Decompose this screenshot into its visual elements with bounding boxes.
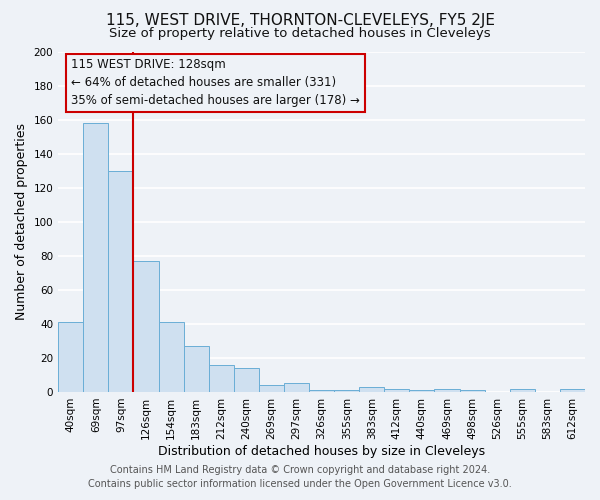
Bar — [158, 322, 184, 392]
Bar — [259, 385, 284, 392]
Bar — [560, 388, 585, 392]
Bar — [434, 388, 460, 392]
Bar — [133, 261, 158, 392]
Bar — [234, 368, 259, 392]
Bar — [359, 387, 385, 392]
Bar — [309, 390, 334, 392]
Text: 115 WEST DRIVE: 128sqm
← 64% of detached houses are smaller (331)
35% of semi-de: 115 WEST DRIVE: 128sqm ← 64% of detached… — [71, 58, 360, 108]
Bar — [83, 123, 109, 392]
Bar — [334, 390, 359, 392]
Bar — [510, 388, 535, 392]
Text: Size of property relative to detached houses in Cleveleys: Size of property relative to detached ho… — [109, 28, 491, 40]
Bar — [184, 346, 209, 392]
Bar — [284, 384, 309, 392]
Text: Contains HM Land Registry data © Crown copyright and database right 2024.
Contai: Contains HM Land Registry data © Crown c… — [88, 465, 512, 489]
Bar — [385, 388, 409, 392]
Bar — [209, 364, 234, 392]
Y-axis label: Number of detached properties: Number of detached properties — [15, 123, 28, 320]
Bar — [109, 170, 133, 392]
Bar — [409, 390, 434, 392]
X-axis label: Distribution of detached houses by size in Cleveleys: Distribution of detached houses by size … — [158, 444, 485, 458]
Text: 115, WEST DRIVE, THORNTON-CLEVELEYS, FY5 2JE: 115, WEST DRIVE, THORNTON-CLEVELEYS, FY5… — [106, 12, 494, 28]
Bar — [58, 322, 83, 392]
Bar — [460, 390, 485, 392]
